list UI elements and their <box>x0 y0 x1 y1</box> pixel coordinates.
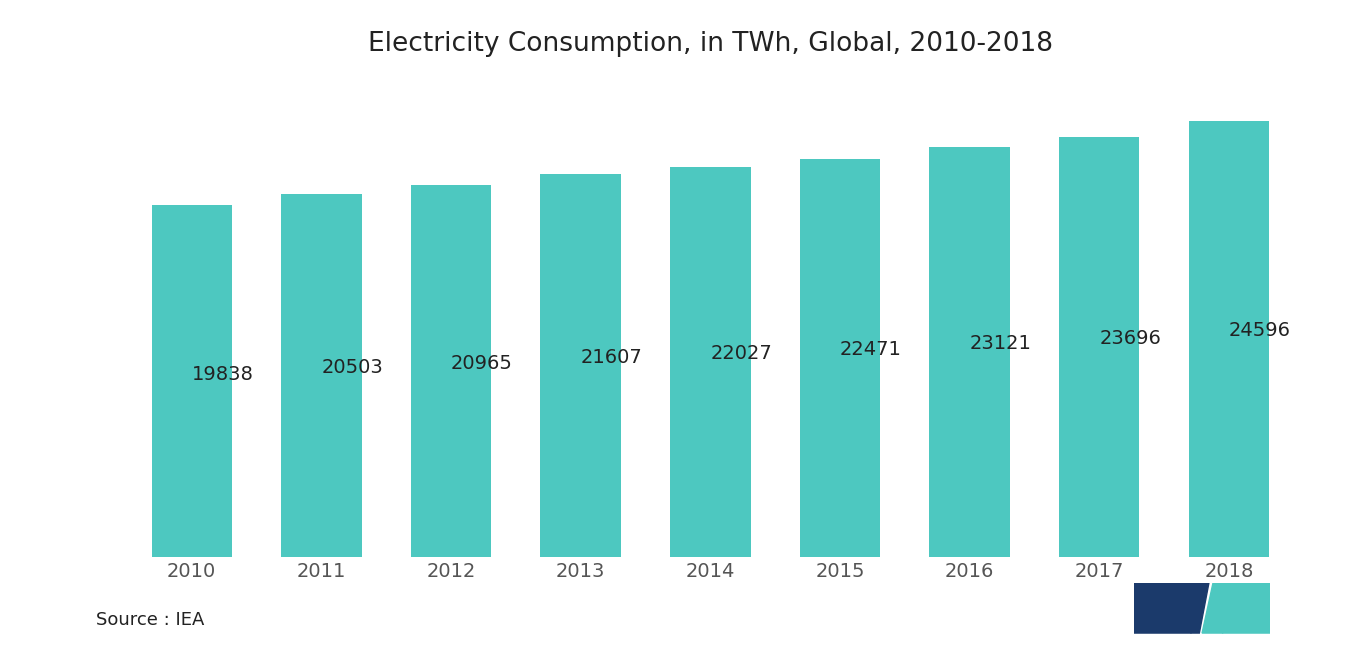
Polygon shape <box>1134 583 1191 633</box>
Text: 22027: 22027 <box>710 345 772 364</box>
Polygon shape <box>1202 583 1232 633</box>
Bar <box>152 206 232 557</box>
Bar <box>281 194 362 557</box>
Polygon shape <box>1172 583 1209 633</box>
Bar <box>1059 137 1139 557</box>
Text: 22471: 22471 <box>840 341 902 360</box>
Bar <box>1188 121 1269 557</box>
Text: 19838: 19838 <box>191 365 254 384</box>
Text: 23696: 23696 <box>1100 329 1161 348</box>
Title: Electricity Consumption, in TWh, Global, 2010-2018: Electricity Consumption, in TWh, Global,… <box>367 31 1053 57</box>
Text: Source : IEA: Source : IEA <box>96 611 204 629</box>
Text: 20503: 20503 <box>321 358 382 377</box>
Bar <box>671 166 750 557</box>
Bar <box>411 185 492 557</box>
Text: 21607: 21607 <box>581 348 642 367</box>
Polygon shape <box>1223 583 1270 633</box>
Bar <box>799 159 880 557</box>
Bar <box>541 174 622 557</box>
Text: 24596: 24596 <box>1229 321 1291 340</box>
Bar <box>929 147 1009 557</box>
Text: 20965: 20965 <box>451 354 512 373</box>
Text: 23121: 23121 <box>970 334 1031 353</box>
